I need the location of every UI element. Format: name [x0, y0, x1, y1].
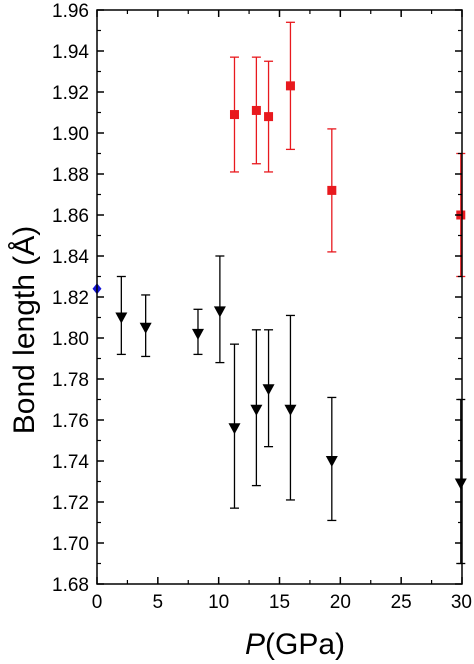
data-point-triangle: [454, 478, 467, 490]
x-axis-label: P(GPa): [245, 628, 345, 661]
x-tick-label: 10: [208, 592, 229, 613]
data-point-square: [251, 105, 261, 115]
y-axis-label: Bond length (Å): [8, 226, 41, 434]
y-tick-label: 1.74: [52, 452, 89, 473]
y-tick-label: 1.68: [52, 575, 89, 596]
y-tick-label: 1.70: [52, 534, 89, 555]
y-tick-label: 1.90: [52, 124, 89, 145]
y-tick-label: 1.76: [52, 411, 89, 432]
x-tick-label: 5: [153, 592, 164, 613]
x-tick-label: 30: [451, 592, 472, 613]
data-point-square: [327, 185, 337, 195]
y-tick-label: 1.92: [52, 83, 89, 104]
data-series-square: [229, 21, 466, 278]
x-axis-label-variable: P: [245, 628, 265, 661]
data-point-square: [264, 112, 274, 122]
y-tick-label: 1.96: [52, 1, 89, 22]
x-tick-label: 15: [269, 592, 290, 613]
data-point-triangle: [262, 384, 275, 396]
plot-frame: [96, 9, 463, 585]
y-axis-ticks: 1.68 1.70 1.72 1.74 1.76 1.78 1.80 1.82 1.84 1.86…: [52, 1, 462, 596]
data-point-triangle: [191, 328, 204, 340]
plot-area: [92, 21, 467, 565]
y-tick-label: 1.88: [52, 165, 89, 186]
data-point-triangle: [250, 404, 263, 416]
data-point-square: [229, 110, 239, 120]
data-point-triangle: [115, 312, 128, 324]
data-point-triangle: [325, 456, 338, 467]
x-tick-label: 0: [92, 592, 103, 613]
data-point-triangle: [213, 306, 226, 318]
y-tick-label: 1.86: [52, 206, 89, 227]
data-point-triangle: [284, 404, 297, 416]
data-point-triangle: [228, 423, 241, 435]
x-tick-label: 25: [391, 592, 412, 613]
y-tick-label: 1.80: [52, 329, 89, 350]
y-tick-label: 1.78: [52, 370, 89, 391]
y-tick-label: 1.84: [52, 247, 89, 268]
data-point-triangle: [139, 322, 152, 334]
data-point-square: [285, 81, 295, 91]
y-tick-label: 1.94: [52, 42, 89, 63]
y-tick-label: 1.82: [52, 288, 89, 309]
x-axis-label-unit: (GPa): [265, 628, 345, 661]
y-tick-label: 1.72: [52, 493, 89, 514]
x-axis-ticks: 0 5 10 15 20 25 30: [92, 10, 472, 613]
x-tick-label: 20: [330, 592, 351, 613]
data-series-triangle-down: [115, 255, 467, 565]
